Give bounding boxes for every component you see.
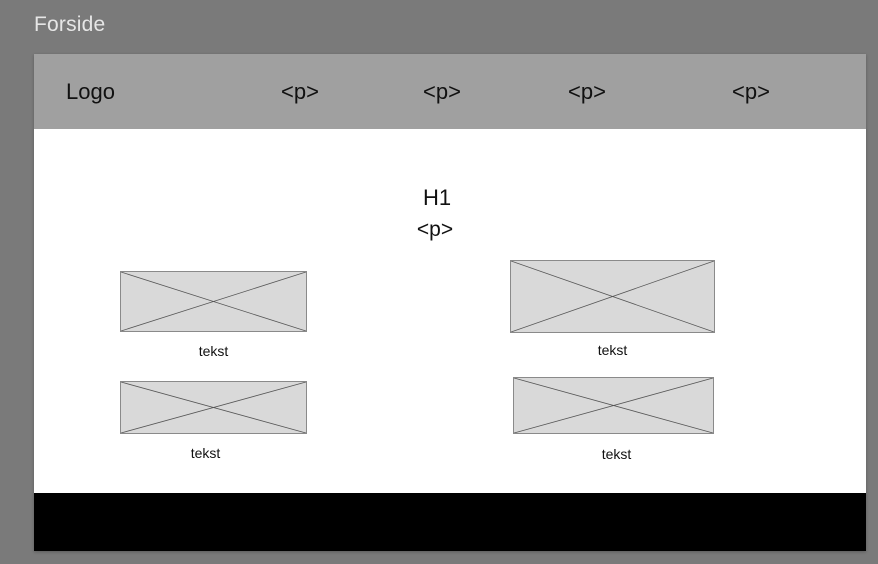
- image-placeholder-1: [120, 271, 307, 332]
- card-caption-2: tekst: [597, 342, 628, 358]
- wireframe-frame: Logo <p> <p> <p> <p> H1 <p> tekst tekst …: [34, 54, 866, 551]
- nav-logo[interactable]: Logo: [66, 79, 115, 104]
- footer: [34, 493, 866, 551]
- image-placeholder-4: [513, 377, 714, 434]
- nav-item-3[interactable]: <p>: [568, 79, 606, 104]
- image-placeholder-cross-icon: [511, 261, 714, 332]
- card-caption-3: tekst: [190, 445, 221, 461]
- nav-bar: Logo <p> <p> <p> <p>: [34, 54, 866, 129]
- nav-item-4[interactable]: <p>: [732, 79, 770, 104]
- image-placeholder-cross-icon: [121, 382, 306, 433]
- image-placeholder-3: [120, 381, 307, 434]
- card-caption-1: tekst: [198, 343, 229, 359]
- image-placeholder-cross-icon: [514, 378, 713, 433]
- hero-paragraph: <p>: [416, 218, 454, 241]
- hero-title: H1: [422, 185, 452, 210]
- nav-item-2[interactable]: <p>: [423, 79, 461, 104]
- nav-item-1[interactable]: <p>: [281, 79, 319, 104]
- image-placeholder-cross-icon: [121, 272, 306, 331]
- frame-label[interactable]: Forside: [34, 13, 106, 36]
- card-caption-4: tekst: [601, 446, 632, 462]
- image-placeholder-2: [510, 260, 715, 333]
